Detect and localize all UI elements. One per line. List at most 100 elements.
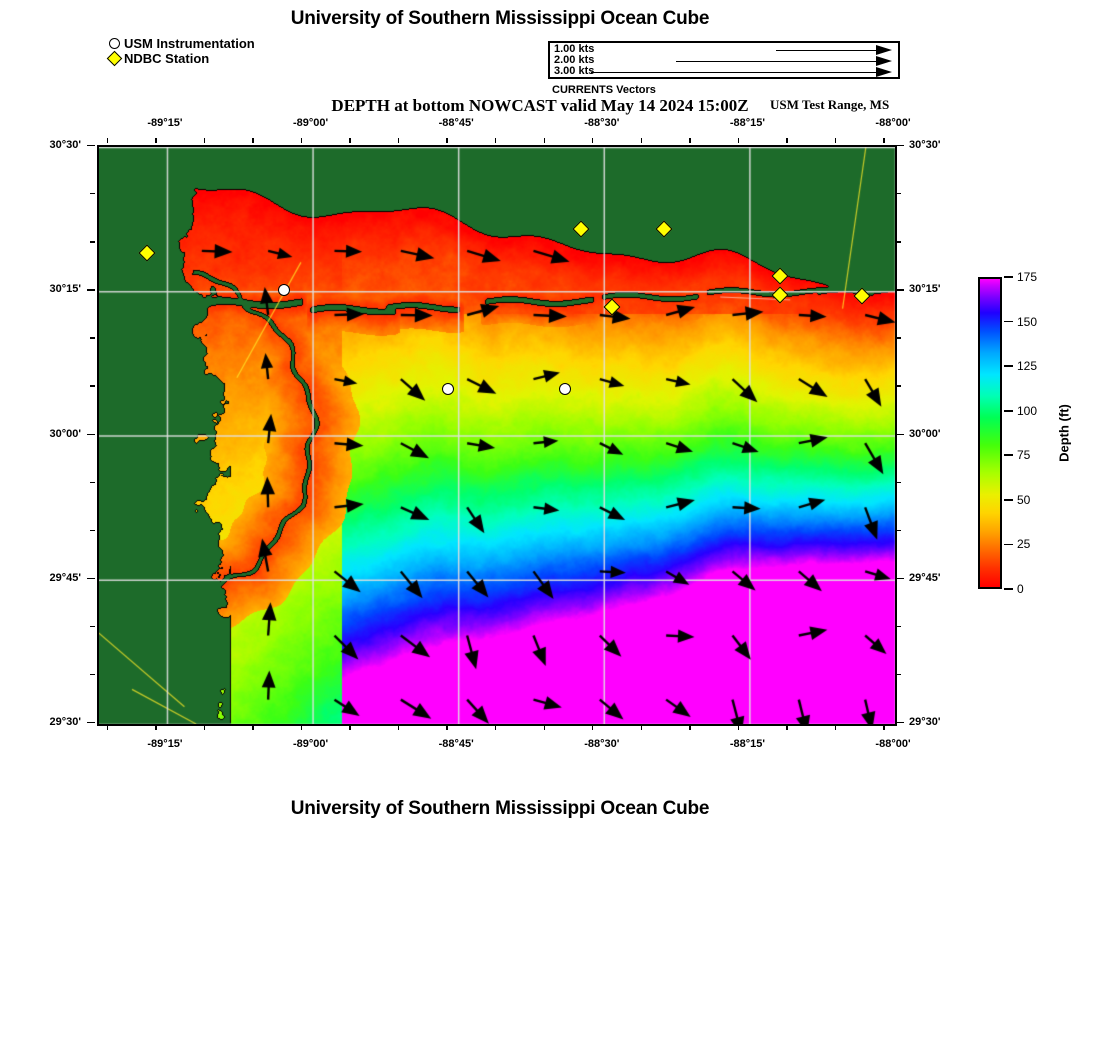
- map-overlay-layer: [99, 147, 895, 724]
- colorbar-tick: [1004, 276, 1013, 278]
- y-tick-left: [87, 289, 95, 291]
- y-tick-right: [896, 529, 901, 532]
- y-tick-right: [896, 337, 901, 339]
- y-tick-left: [90, 529, 95, 532]
- y-axis-label-left: 30°00': [49, 427, 82, 440]
- y-tick-right: [896, 385, 901, 387]
- colorbar-tick-label: 25: [1017, 537, 1031, 552]
- x-tick-top: [883, 138, 885, 143]
- x-tick-top: [640, 138, 642, 143]
- x-tick-bottom: [203, 725, 206, 730]
- x-tick-bottom: [883, 725, 885, 730]
- vector-scale-label-1: 1.00 kts: [554, 43, 595, 55]
- current-vector-scale-box: 1.00 kts 2.00 kts 3.00 kts: [548, 41, 900, 79]
- colorbar-tick-label: 50: [1017, 492, 1031, 507]
- x-tick-top: [300, 138, 303, 143]
- x-tick-top: [834, 138, 837, 143]
- marker-legend: USM Instrumentation NDBC Station: [106, 36, 255, 67]
- y-tick-left: [90, 193, 95, 195]
- x-tick-top: [252, 138, 254, 143]
- colorbar-tick: [1004, 454, 1013, 457]
- vector-scale-row-2: 2.00 kts: [550, 54, 898, 67]
- y-axis-label-left: 29°45': [49, 571, 82, 584]
- x-tick-bottom: [786, 725, 788, 730]
- colorbar-tick: [1004, 409, 1013, 412]
- x-axis-label-bottom: -88°15': [729, 738, 765, 750]
- y-tick-right: [896, 145, 904, 147]
- x-tick-bottom: [106, 725, 109, 730]
- y-tick-right: [896, 577, 904, 580]
- y-tick-right: [896, 289, 904, 291]
- circle-icon: [108, 38, 121, 49]
- usm-instrumentation-marker[interactable]: [558, 383, 571, 396]
- vector-scale-label-3: 3.00 kts: [554, 65, 595, 77]
- ndbc-station-marker[interactable]: [853, 287, 871, 305]
- x-axis-label-bottom: -89°15': [147, 738, 183, 750]
- x-tick-top: [106, 138, 109, 143]
- y-tick-left: [90, 241, 95, 243]
- ndbc-station-marker[interactable]: [138, 244, 156, 262]
- vector-arrowhead-2: [876, 56, 892, 66]
- x-axis-label-top: -88°45': [438, 117, 474, 129]
- x-tick-bottom: [737, 725, 740, 730]
- colorbar-tick: [1004, 499, 1013, 501]
- vector-scale-label-2: 2.00 kts: [554, 54, 595, 66]
- x-tick-top: [446, 138, 448, 143]
- x-axis-label-top: -89°00': [292, 117, 329, 129]
- vector-scale-line-1: [776, 50, 876, 51]
- ndbc-station-marker[interactable]: [603, 298, 621, 316]
- y-tick-left: [87, 722, 95, 724]
- y-axis-label-right: 29°30': [909, 716, 941, 728]
- y-axis-label-right: 30°15': [909, 283, 941, 296]
- y-tick-right: [896, 625, 901, 628]
- usm-instrumentation-marker[interactable]: [441, 383, 454, 396]
- x-axis-label-bottom: -89°00': [292, 738, 329, 750]
- colorbar-tick: [1004, 365, 1013, 367]
- x-tick-bottom: [300, 725, 303, 730]
- ndbc-station-marker[interactable]: [771, 267, 789, 285]
- x-tick-top: [495, 138, 497, 143]
- y-tick-right: [896, 433, 904, 435]
- x-tick-bottom: [252, 725, 254, 730]
- x-tick-bottom: [155, 725, 157, 730]
- diamond-icon: [106, 50, 123, 67]
- x-tick-bottom: [689, 725, 691, 730]
- vector-scale-row-1: 1.00 kts: [550, 43, 898, 56]
- ndbc-station-marker[interactable]: [771, 286, 789, 304]
- y-axis-label-right: 29°45': [909, 571, 941, 584]
- x-tick-top: [155, 138, 157, 143]
- bathymetry-map[interactable]: [97, 145, 897, 726]
- x-axis-label-top: -89°15': [147, 117, 183, 129]
- y-axis-label-left: 30°30': [49, 139, 82, 151]
- region-label: USM Test Range, MS: [770, 97, 890, 112]
- usm-instrumentation-marker[interactable]: [277, 284, 290, 297]
- y-axis-label-left: 30°15': [49, 283, 82, 296]
- y-tick-left: [90, 481, 95, 483]
- colorbar-title: Depth (ft): [1056, 404, 1072, 462]
- y-tick-left: [87, 577, 95, 580]
- y-axis-label-left: 29°30': [49, 716, 82, 728]
- y-axis-label-right: 30°00': [909, 427, 941, 440]
- chart-subtitle: DEPTH at bottom NOWCAST valid May 14 202…: [331, 96, 749, 115]
- x-axis-label-bottom: -88°45': [438, 738, 474, 750]
- y-tick-left: [90, 673, 95, 676]
- colorbar-tick-label: 75: [1017, 448, 1031, 463]
- legend-item-usm-instrumentation: USM Instrumentation: [108, 36, 255, 51]
- y-tick-right: [896, 241, 901, 243]
- y-tick-left: [87, 433, 95, 435]
- ndbc-station-marker[interactable]: [655, 220, 673, 238]
- footer-title: University of Southern Mississippi Ocean…: [290, 798, 710, 819]
- vector-scale-line-3: [591, 72, 876, 73]
- x-tick-bottom: [834, 725, 837, 730]
- colorbar-tick-label: 175: [1017, 270, 1038, 284]
- x-tick-top: [737, 138, 740, 143]
- y-tick-left: [87, 145, 95, 147]
- colorbar-tick: [1004, 588, 1013, 590]
- x-tick-top: [397, 138, 400, 143]
- ndbc-station-marker[interactable]: [572, 220, 590, 238]
- x-axis-label-bottom: -88°30': [584, 738, 620, 750]
- currents-vectors-caption: CURRENTS Vectors: [552, 84, 656, 96]
- x-axis-label-top: -88°15': [729, 117, 765, 129]
- y-tick-left: [90, 625, 95, 628]
- x-tick-bottom: [495, 725, 497, 730]
